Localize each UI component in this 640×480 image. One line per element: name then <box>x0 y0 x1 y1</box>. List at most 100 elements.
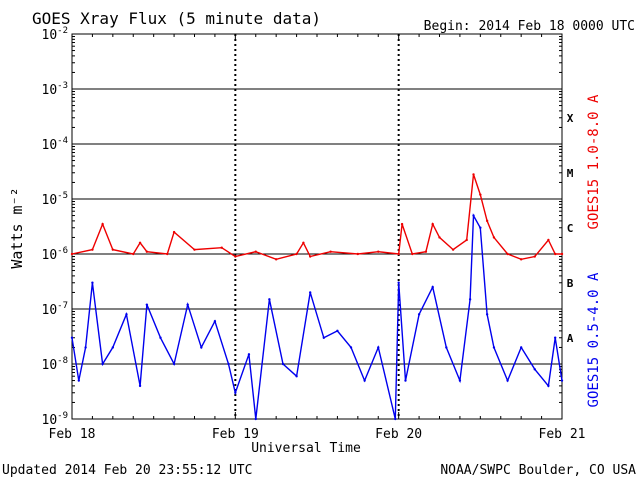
data-point-long-channel <box>302 241 305 244</box>
data-point-short-channel <box>138 384 142 388</box>
data-point-short-channel <box>397 281 400 284</box>
data-point-long-channel <box>254 250 257 253</box>
x-tick-label: Feb 18 <box>49 427 96 442</box>
data-point-short-channel <box>336 329 339 333</box>
data-point-long-channel <box>295 252 298 256</box>
data-point-short-channel <box>322 336 326 339</box>
data-point-long-channel <box>547 238 550 242</box>
data-point-short-channel <box>445 346 448 349</box>
data-point-long-channel <box>465 238 468 242</box>
y-tick-label: 10-8 <box>42 356 69 373</box>
flare-class-label: B <box>567 277 574 290</box>
y-tick-label: 10-9 <box>42 411 69 428</box>
data-point-short-channel <box>125 313 128 316</box>
updated-timestamp: Updated 2014 Feb 20 23:55:12 UTC <box>2 463 252 478</box>
data-point-long-channel <box>424 250 428 253</box>
data-point-long-channel <box>400 222 404 226</box>
data-point-long-channel <box>377 250 380 253</box>
data-point-long-channel <box>519 258 523 261</box>
x-tick-label: Feb 20 <box>375 427 422 442</box>
data-point-long-channel <box>533 255 536 258</box>
y-tick-label: 10-2 <box>42 26 69 43</box>
legend-short-channel: GOES15 0.5-4.0 A <box>586 272 602 407</box>
data-point-long-channel <box>356 252 360 256</box>
data-point-short-channel <box>145 303 149 306</box>
data-point-long-channel <box>70 252 74 256</box>
data-point-long-channel <box>111 248 115 251</box>
data-point-short-channel <box>363 379 366 382</box>
data-point-short-channel <box>468 298 472 301</box>
begin-date: Begin: 2014 Feb 18 0000 UTC <box>424 19 635 34</box>
data-point-short-channel <box>172 362 176 366</box>
data-point-short-channel <box>485 313 489 316</box>
data-point-short-channel <box>213 320 217 323</box>
data-point-long-channel <box>451 248 455 251</box>
chart-title: GOES Xray Flux (5 minute data) <box>32 9 321 28</box>
data-point-short-channel <box>254 417 257 421</box>
data-point-short-channel <box>394 417 397 421</box>
data-point-long-channel <box>431 222 434 226</box>
data-point-short-channel <box>349 346 353 349</box>
legend-long-channel: GOES15 1.0-8.0 A <box>586 94 602 229</box>
data-point-short-channel <box>519 346 523 349</box>
data-point-long-channel <box>234 255 237 258</box>
data-point-short-channel <box>268 298 271 301</box>
data-point-long-channel <box>560 252 564 256</box>
x-tick-label: Feb 19 <box>212 427 259 442</box>
data-point-short-channel <box>91 281 94 284</box>
data-point-long-channel <box>492 236 496 239</box>
data-point-long-channel <box>101 222 104 226</box>
y-tick-label: 10-3 <box>42 81 69 98</box>
data-point-short-channel <box>186 303 189 306</box>
data-point-short-channel <box>560 379 564 382</box>
data-point-long-channel <box>91 248 94 251</box>
y-tick-label: 10-5 <box>42 191 69 208</box>
data-point-short-channel <box>234 391 237 394</box>
data-point-long-channel <box>220 246 223 249</box>
data-point-short-channel <box>547 384 550 388</box>
flare-class-label: C <box>567 222 574 235</box>
data-point-short-channel <box>295 375 298 378</box>
y-axis-label: Watts m⁻² <box>8 187 26 268</box>
data-point-short-channel <box>417 313 421 316</box>
data-point-long-channel <box>397 252 400 256</box>
data-point-short-channel <box>84 346 87 349</box>
data-point-long-channel <box>145 250 149 253</box>
data-point-short-channel <box>472 214 475 217</box>
y-tick-label: 10-7 <box>42 301 69 318</box>
flare-class-label: A <box>567 332 574 345</box>
data-point-short-channel <box>404 379 407 382</box>
flare-class-label: X <box>567 112 574 125</box>
data-point-short-channel <box>247 353 251 356</box>
data-point-short-channel <box>553 336 557 339</box>
data-point-long-channel <box>553 252 557 256</box>
data-point-short-channel <box>227 362 230 366</box>
data-point-long-channel <box>479 193 482 196</box>
data-point-long-channel <box>485 219 489 223</box>
data-point-short-channel <box>492 346 496 349</box>
data-point-long-channel <box>411 252 414 256</box>
source-credit: NOAA/SWPC Boulder, CO USA <box>440 463 636 478</box>
data-point-short-channel <box>111 346 115 349</box>
data-point-short-channel <box>458 379 462 382</box>
x-axis-label: Universal Time <box>251 441 361 456</box>
y-tick-label: 10-6 <box>42 246 69 263</box>
data-point-long-channel <box>138 241 142 244</box>
data-point-short-channel <box>77 379 81 382</box>
data-point-short-channel <box>479 226 482 229</box>
data-point-short-channel <box>431 285 434 289</box>
data-point-long-channel <box>472 173 475 176</box>
data-point-short-channel <box>533 368 536 371</box>
data-point-short-channel <box>200 346 203 349</box>
x-tick-label: Feb 21 <box>539 427 586 442</box>
data-point-long-channel <box>132 252 135 256</box>
data-point-long-channel <box>329 250 332 253</box>
data-point-short-channel <box>308 291 312 294</box>
data-point-short-channel <box>70 336 74 339</box>
y-tick-label: 10-4 <box>42 136 69 153</box>
data-point-long-channel <box>308 255 312 258</box>
data-point-short-channel <box>506 379 509 382</box>
